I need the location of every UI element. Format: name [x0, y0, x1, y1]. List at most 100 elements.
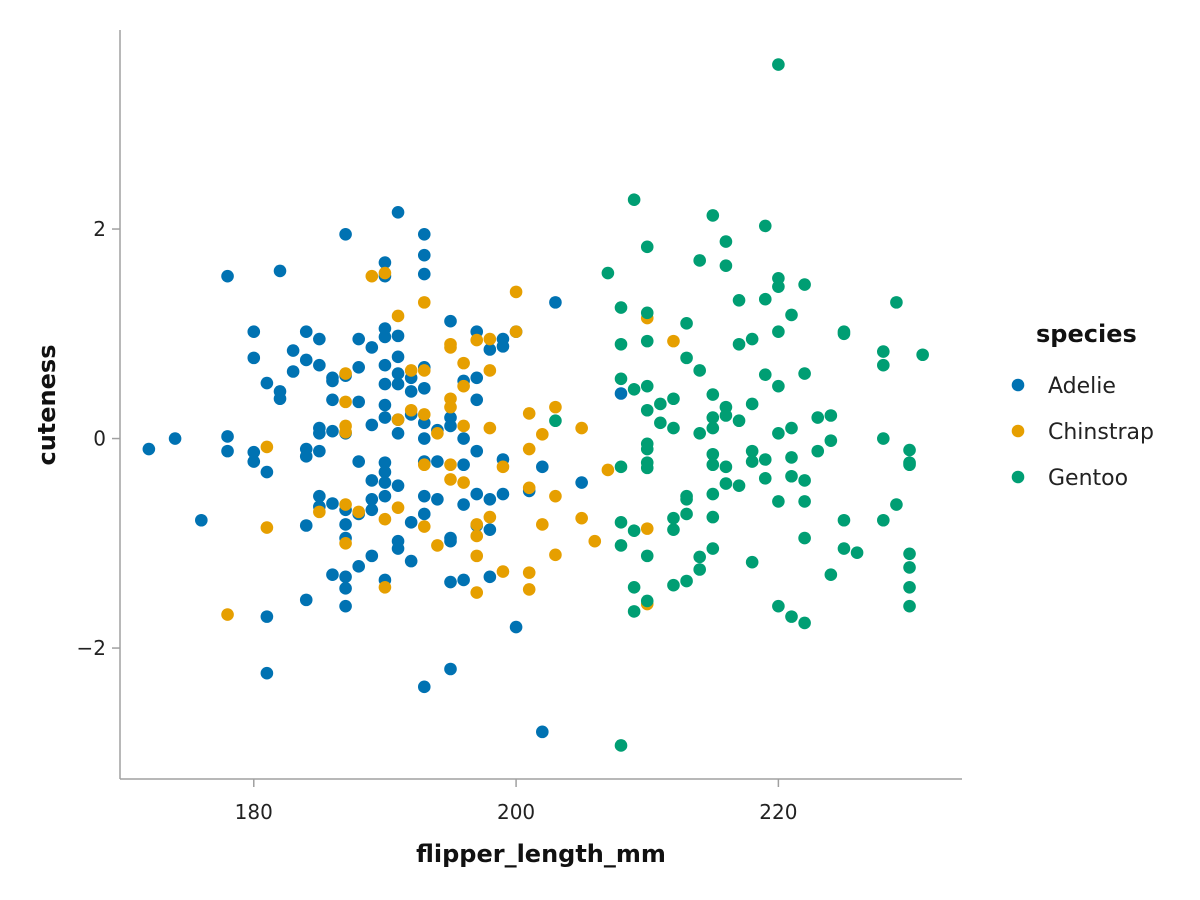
series-chinstrap [221, 266, 680, 621]
data-point [850, 546, 864, 560]
x-tick-label: 180 [235, 800, 273, 824]
data-point [417, 364, 431, 377]
legend-title: species [1036, 320, 1137, 348]
y-axis-label: cuteness [33, 345, 61, 466]
data-point [614, 372, 628, 386]
data-point [522, 407, 536, 420]
data-point [903, 599, 916, 613]
data-point [916, 348, 929, 362]
data-point [627, 605, 641, 618]
data-point [444, 458, 457, 472]
data-point [549, 489, 562, 503]
data-point [772, 280, 785, 293]
data-point [326, 568, 339, 582]
data-point [640, 403, 654, 417]
data-point [378, 476, 392, 489]
x-tick-label: 220 [759, 800, 797, 824]
legend-marker [1011, 470, 1025, 484]
data-point [417, 680, 431, 694]
data-point [549, 296, 562, 309]
data-point [706, 458, 720, 472]
data-point [706, 542, 720, 555]
data-point [719, 477, 733, 490]
data-point [404, 516, 418, 529]
data-point [640, 334, 654, 348]
data-point [811, 444, 825, 458]
data-point [221, 430, 234, 443]
data-point [352, 395, 365, 409]
data-point [378, 456, 392, 469]
y-tick-label: −2 [77, 636, 106, 660]
data-point [457, 379, 470, 393]
data-point [273, 392, 287, 406]
data-point [417, 296, 431, 309]
data-point [680, 507, 693, 521]
data-point [614, 539, 628, 552]
data-point [352, 560, 365, 573]
data-point [758, 219, 772, 233]
data-point [417, 489, 431, 503]
data-point [680, 317, 693, 330]
data-point [470, 444, 484, 458]
data-point [588, 534, 602, 548]
data-point [431, 427, 444, 440]
data-point [221, 269, 234, 283]
x-ticks: 180 200 220 [235, 779, 797, 824]
data-point [890, 498, 903, 511]
data-point [877, 345, 890, 358]
data-point [299, 593, 313, 607]
data-point [903, 561, 916, 574]
data-point [549, 400, 562, 414]
data-point [680, 574, 693, 588]
data-point [549, 414, 562, 428]
data-point [457, 458, 470, 472]
data-point [339, 570, 352, 584]
data-point [693, 364, 706, 377]
data-point [614, 337, 628, 351]
data-point [522, 566, 536, 579]
data-point [404, 403, 418, 417]
data-point [719, 235, 733, 248]
series-adelie [142, 205, 628, 739]
data-point [431, 455, 444, 468]
data-point [457, 498, 470, 511]
data-point [404, 554, 418, 568]
data-point [365, 503, 379, 517]
data-point [444, 314, 457, 328]
data-point [575, 476, 588, 489]
data-point [444, 419, 457, 433]
data-point [378, 580, 392, 594]
data-point [627, 193, 641, 207]
data-point [391, 542, 405, 555]
data-point [339, 395, 352, 409]
data-point [522, 583, 536, 596]
data-point [339, 599, 352, 613]
data-point [496, 565, 510, 578]
data-point [640, 379, 654, 393]
data-point [365, 341, 379, 354]
data-point [286, 344, 300, 357]
data-point [483, 343, 497, 356]
data-point [404, 364, 418, 377]
data-point [522, 442, 536, 456]
data-point [431, 539, 444, 552]
data-point [640, 306, 654, 320]
data-point [654, 397, 667, 411]
data-point [431, 493, 444, 506]
data-point [417, 520, 431, 533]
data-point [260, 376, 274, 390]
data-point [667, 511, 680, 525]
data-point [706, 209, 720, 222]
data-point [470, 333, 484, 347]
data-point [470, 393, 484, 407]
data-point [798, 474, 811, 487]
data-point [772, 379, 785, 393]
data-point [772, 58, 785, 71]
data-point [457, 476, 470, 489]
data-point [614, 739, 628, 752]
data-point [470, 518, 484, 531]
data-point [772, 599, 785, 613]
data-point [706, 388, 720, 401]
data-point [470, 586, 484, 599]
data-point [444, 341, 457, 354]
